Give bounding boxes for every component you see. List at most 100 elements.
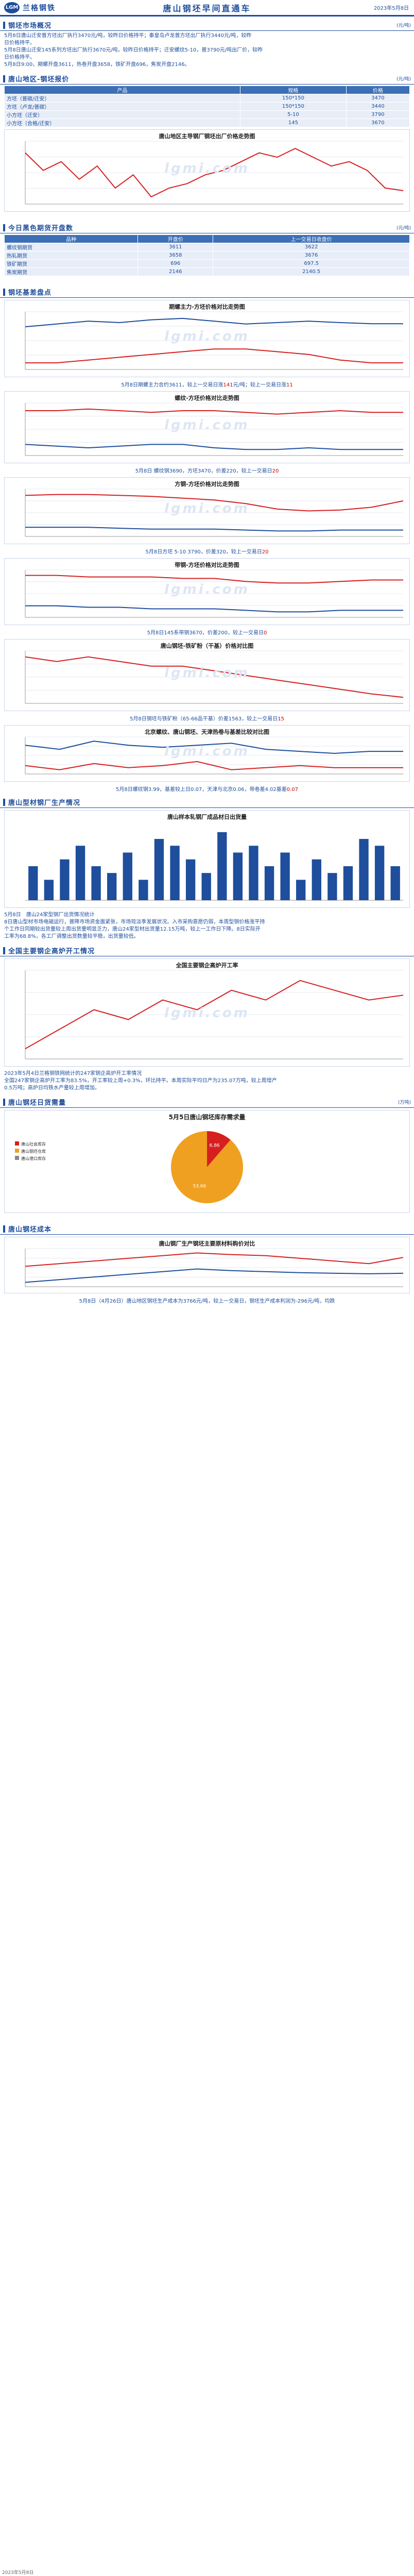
chart-inventory: 5月5日唐山钢坯库存需求量 6.86 53.66 唐山社会库存 唐山钢坯仓库 唐山港口库… bbox=[4, 1110, 410, 1213]
cell: 3440 bbox=[346, 102, 410, 111]
chart-svg bbox=[25, 569, 403, 618]
section-marker bbox=[3, 21, 5, 29]
series-line bbox=[25, 408, 403, 415]
series-line bbox=[25, 317, 403, 328]
series-line bbox=[25, 980, 404, 1050]
chart-svg bbox=[25, 402, 403, 456]
section-title: 唐山地区-钢坯报价 bbox=[8, 76, 70, 83]
brand-name: 兰格钢铁 bbox=[23, 4, 56, 12]
col-header: 上一交易日收盘价 bbox=[213, 234, 410, 243]
bar bbox=[343, 866, 353, 900]
text-line: 个工作日同期较出货量较上周出货量明显乏力，唐山24家型材出货量12.15万吨，较… bbox=[4, 927, 261, 932]
section-market-overview: 钢坯市场概况 (元/吨) bbox=[0, 20, 414, 31]
section-marker bbox=[3, 224, 5, 231]
cell: 小方坯（合格/迁安） bbox=[4, 119, 241, 127]
chart-svg bbox=[25, 736, 403, 775]
chart-title: 方钢-方坯价格对比走势图 bbox=[175, 481, 239, 487]
col-header: 开盘价 bbox=[137, 234, 214, 243]
bar bbox=[60, 859, 70, 900]
bar bbox=[217, 832, 227, 900]
shipments-text: 5月8日 唐山24家型钢厂出货情况统计 8日唐山型材市场电磁运行，普降市场资金面… bbox=[0, 910, 414, 942]
bar bbox=[312, 859, 321, 900]
bar bbox=[201, 873, 211, 900]
text-line: 8日唐山型材市场电磁运行，普降市场资金面紧张，市场现淡季发展状况。入市采购意愿仍… bbox=[4, 919, 265, 925]
series-line bbox=[25, 527, 403, 532]
section-title: 钢坯市场概况 bbox=[8, 22, 52, 30]
col-header: 规格 bbox=[240, 86, 347, 94]
cell: 697.5 bbox=[213, 259, 410, 268]
cell: 方坯（普碳/迁安） bbox=[4, 94, 241, 103]
table-row: 热轧期货 3658 3676 bbox=[4, 251, 410, 260]
series-line bbox=[25, 348, 403, 364]
section-marker bbox=[3, 75, 5, 82]
basis-chart: 北京螺纹、唐山钢坯、天津热卷与基差比较对比图 lgmi.com bbox=[4, 725, 410, 782]
table-row: 方坯（普碳/迁安） 150*150 3470 bbox=[4, 94, 410, 103]
market-overview-text: 5月8日唐山迁安普方坯出厂执行3470元/吨，较昨日价格持平；秦皇岛卢龙普方坯出… bbox=[0, 31, 414, 70]
chart-caption: 5月8日方坯 5-10 3790，价差320，较上一交易日20 bbox=[0, 546, 414, 556]
section-unit: (万吨) bbox=[398, 1100, 411, 1105]
table-row: 铁矿期货 696 697.5 bbox=[4, 259, 410, 268]
chart-caption: 5月8日期螺主力合约3611，较上一交易日涨141元/吨；较上一交易日涨11 bbox=[0, 379, 414, 389]
caption-text: 5月8日钢坯与铁矿粉（65-66品干基）价差1563，较上一交易日 bbox=[130, 716, 278, 722]
chart-title: 5月5日唐山钢坯库存需求量 bbox=[168, 1114, 246, 1121]
col-header: 品种 bbox=[4, 234, 139, 243]
chart-title: 唐山样本轧钢厂成品材日出货量 bbox=[167, 814, 247, 820]
chart-title: 北京螺纹、唐山钢坯、天津热卷与基差比较对比图 bbox=[145, 729, 269, 735]
section-cost: 唐山钢坯成本 bbox=[0, 1223, 414, 1235]
legend-label: 唐山钢坯仓库 bbox=[21, 1149, 46, 1154]
bar bbox=[264, 866, 274, 900]
bar bbox=[374, 846, 385, 900]
chart-svg bbox=[25, 141, 404, 205]
bar bbox=[154, 839, 164, 900]
legend-label: 唐山社会库存 bbox=[21, 1141, 46, 1147]
series-line bbox=[25, 444, 403, 450]
series-line bbox=[25, 147, 404, 198]
chart-title: 唐山钢坯-铁矿粉（干基）价格对比图 bbox=[160, 643, 254, 649]
chart-title: 期螺主力-方坯价格对比走势图 bbox=[169, 304, 245, 310]
series-line bbox=[25, 761, 403, 770]
caption-delta: 20 bbox=[262, 549, 269, 555]
chart-caption: 5月8日钢坯与铁矿粉（65-66品干基）价差1563，较上一交易日15 bbox=[0, 713, 414, 723]
bar bbox=[327, 873, 337, 900]
legend-swatch bbox=[15, 1141, 19, 1146]
text-line: 全国247家钢企高炉开工率为83.5%，开工率较上周+0.3%，环比持平。本周实… bbox=[4, 1078, 277, 1084]
cell: 3611 bbox=[137, 243, 214, 251]
section-title: 唐山钢坯日货需量 bbox=[8, 1099, 66, 1107]
page-date: 2023年5月8日 bbox=[373, 6, 409, 11]
section-marker bbox=[3, 1098, 5, 1106]
chart-svg bbox=[25, 311, 403, 370]
section-title: 唐山型材钢厂生产情况 bbox=[8, 799, 81, 807]
chart-caption: 5月8日145系带钢3670，价差200，较上一交易日0 bbox=[0, 627, 414, 637]
section-blast-furnace: 全国主要钢企高炉开工情况 bbox=[0, 945, 414, 956]
bar bbox=[91, 866, 101, 900]
chart-price-trend: 唐山地区主导钢厂钢坯出厂价格走势图 lgmi.com bbox=[4, 129, 410, 212]
series-line bbox=[25, 1268, 404, 1283]
section-marker bbox=[3, 1225, 5, 1233]
pie-slice bbox=[171, 1131, 243, 1203]
section-futures: 今日黑色期货开盘数 (元/吨) bbox=[0, 222, 414, 233]
caption-delta: 15 bbox=[278, 716, 284, 722]
bar bbox=[139, 880, 148, 900]
cell: 3676 bbox=[213, 251, 410, 260]
cell: 696 bbox=[137, 259, 214, 268]
table-row: 小方坯（迁安） 5-10 3790 bbox=[4, 110, 410, 119]
basis-chart: 带钢-方坯价格对比走势图 lgmi.com bbox=[4, 558, 410, 625]
section-marker bbox=[3, 798, 5, 806]
bar bbox=[107, 873, 117, 900]
bar bbox=[233, 852, 243, 900]
section-title: 钢坯基差盘点 bbox=[8, 289, 52, 297]
cell: 3470 bbox=[346, 94, 410, 103]
chart-svg bbox=[25, 832, 403, 901]
section-unit: (元/吨) bbox=[396, 226, 411, 231]
cell: 145 bbox=[240, 119, 347, 127]
cell: 2146 bbox=[137, 267, 214, 276]
overview-line: 日价格持平。 bbox=[4, 55, 35, 60]
text-line: 2023年5月4日兰格钢铁网统计的247家钢企高炉开工率情况 bbox=[4, 1071, 142, 1076]
caption-delta: 0 bbox=[263, 630, 267, 636]
bar bbox=[44, 880, 54, 900]
table-row: 小方坯（合格/迁安） 145 3670 bbox=[4, 119, 410, 127]
chart-title: 全国主要钢企高炉开工率 bbox=[176, 962, 238, 969]
series-line bbox=[25, 494, 404, 512]
